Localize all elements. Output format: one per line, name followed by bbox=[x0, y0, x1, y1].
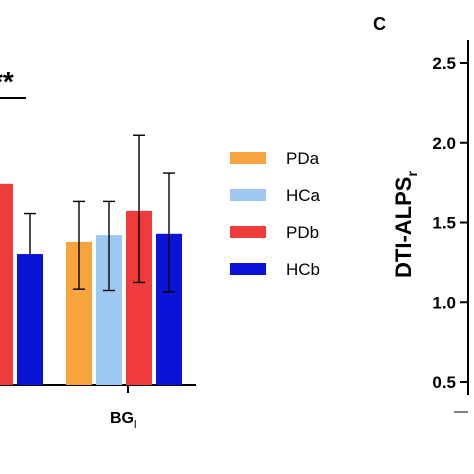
y-tick-label: 0.5 bbox=[432, 373, 456, 392]
y-axis-label-subscript: r bbox=[404, 171, 420, 177]
category-label-subscript: l bbox=[134, 419, 136, 431]
category-label-main: BG bbox=[110, 410, 134, 427]
y-tick-label: 1.5 bbox=[432, 214, 456, 233]
legend-swatch-hcb bbox=[230, 263, 266, 275]
left-bar-chart: ** BGl PDa HCa PDb HCb bbox=[0, 66, 321, 431]
bar-hcb bbox=[17, 254, 43, 385]
legend: PDa HCa PDb HCb bbox=[230, 149, 321, 279]
bar-group bbox=[0, 134, 182, 385]
legend-label-hca: HCa bbox=[286, 186, 321, 205]
panel-label-c: C bbox=[373, 14, 386, 34]
y-tick-label: 1.0 bbox=[432, 293, 456, 312]
y-axis-label: DTI-ALPSr bbox=[391, 171, 420, 278]
legend-swatch-hca bbox=[230, 189, 266, 201]
bar-pdb bbox=[0, 183, 13, 385]
category-label-bgl: BGl bbox=[110, 410, 136, 431]
y-axis-label-main: DTI-ALPS bbox=[391, 177, 416, 278]
y-ticks: 0.5 1.0 1.5 2.0 2.5 bbox=[432, 54, 468, 392]
y-tick-label: 2.0 bbox=[432, 134, 456, 153]
legend-swatch-pdb bbox=[230, 226, 266, 238]
significance-marker: ** bbox=[0, 66, 14, 97]
right-panel-c: C 0.5 1.0 1.5 2.0 2.5 DTI-ALPSr bbox=[373, 14, 469, 413]
y-tick-label: 2.5 bbox=[432, 54, 456, 73]
legend-swatch-pda bbox=[230, 152, 266, 164]
legend-label-hcb: HCb bbox=[286, 260, 320, 279]
legend-label-pdb: PDb bbox=[286, 223, 319, 242]
legend-label-pda: PDa bbox=[286, 149, 320, 168]
